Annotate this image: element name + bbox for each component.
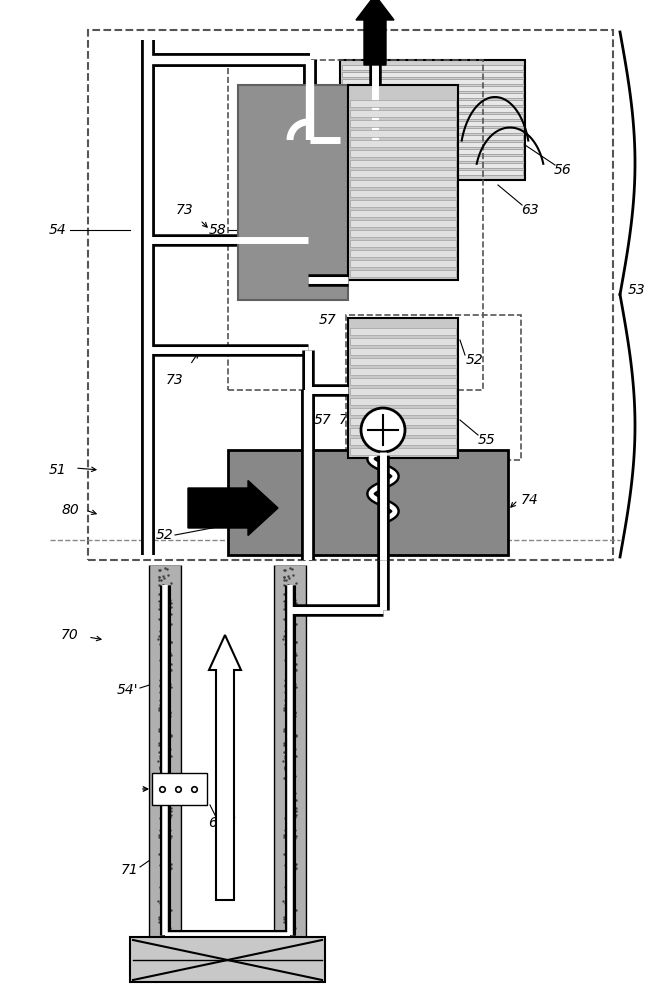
- Text: 63: 63: [521, 203, 539, 217]
- Bar: [350, 388, 456, 395]
- FancyArrow shape: [356, 0, 394, 65]
- Bar: [350, 270, 456, 277]
- Bar: [342, 93, 523, 98]
- Bar: [342, 65, 523, 70]
- Bar: [350, 130, 456, 137]
- Bar: [350, 378, 456, 385]
- Bar: [88, 30, 613, 560]
- Bar: [342, 142, 523, 147]
- Bar: [342, 170, 523, 175]
- Text: 52: 52: [156, 528, 174, 542]
- Bar: [348, 85, 458, 280]
- Bar: [350, 250, 456, 257]
- Bar: [152, 773, 207, 805]
- Bar: [342, 79, 523, 84]
- Bar: [350, 408, 456, 415]
- Text: 73: 73: [176, 203, 194, 217]
- Bar: [350, 418, 456, 425]
- Bar: [350, 438, 456, 445]
- Bar: [350, 190, 456, 197]
- Bar: [350, 110, 456, 117]
- Bar: [350, 200, 456, 207]
- Bar: [342, 135, 523, 140]
- Bar: [342, 156, 523, 161]
- Bar: [350, 210, 456, 217]
- Bar: [342, 128, 523, 133]
- Text: 53: 53: [628, 283, 646, 297]
- Bar: [342, 114, 523, 119]
- Text: 54': 54': [117, 683, 139, 697]
- Bar: [350, 160, 456, 167]
- Text: 56: 56: [554, 163, 572, 177]
- Bar: [350, 180, 456, 187]
- Text: 80: 80: [61, 503, 79, 517]
- Bar: [238, 85, 348, 300]
- Bar: [348, 318, 458, 458]
- Bar: [350, 358, 456, 365]
- Bar: [346, 315, 521, 460]
- Bar: [350, 220, 456, 227]
- Circle shape: [361, 408, 405, 452]
- Bar: [350, 348, 456, 355]
- Bar: [350, 368, 456, 375]
- Text: 61: 61: [349, 98, 367, 112]
- FancyArrow shape: [209, 635, 241, 900]
- Text: 52: 52: [466, 353, 484, 367]
- FancyArrow shape: [188, 481, 278, 536]
- Bar: [228, 450, 508, 555]
- Bar: [350, 170, 456, 177]
- Bar: [350, 150, 456, 157]
- Bar: [130, 937, 325, 982]
- Bar: [342, 149, 523, 154]
- Bar: [350, 100, 456, 107]
- Text: 57: 57: [314, 413, 332, 427]
- Bar: [340, 60, 525, 180]
- Text: 6, 7: 6, 7: [209, 816, 235, 830]
- Bar: [342, 121, 523, 126]
- Bar: [350, 240, 456, 247]
- Bar: [350, 140, 456, 147]
- Bar: [350, 428, 456, 435]
- Bar: [342, 86, 523, 91]
- Text: 58: 58: [209, 223, 227, 237]
- Text: 72: 72: [339, 413, 357, 427]
- Bar: [350, 338, 456, 345]
- Bar: [350, 120, 456, 127]
- Bar: [350, 260, 456, 267]
- Bar: [342, 163, 523, 168]
- Bar: [228, 60, 483, 390]
- Bar: [350, 230, 456, 237]
- Text: 74: 74: [521, 493, 539, 507]
- Text: 57: 57: [319, 313, 337, 327]
- Text: 54: 54: [49, 223, 67, 237]
- Bar: [350, 398, 456, 405]
- Text: 52: 52: [436, 483, 454, 497]
- Text: 70: 70: [61, 628, 79, 642]
- Bar: [342, 72, 523, 77]
- Text: 60: 60: [478, 458, 496, 472]
- Text: 51: 51: [49, 463, 67, 477]
- Text: 73: 73: [166, 373, 184, 387]
- Text: 55: 55: [478, 433, 496, 447]
- Bar: [350, 328, 456, 335]
- Bar: [342, 100, 523, 105]
- Bar: [342, 107, 523, 112]
- Text: 71: 71: [121, 863, 139, 877]
- Bar: [350, 448, 456, 455]
